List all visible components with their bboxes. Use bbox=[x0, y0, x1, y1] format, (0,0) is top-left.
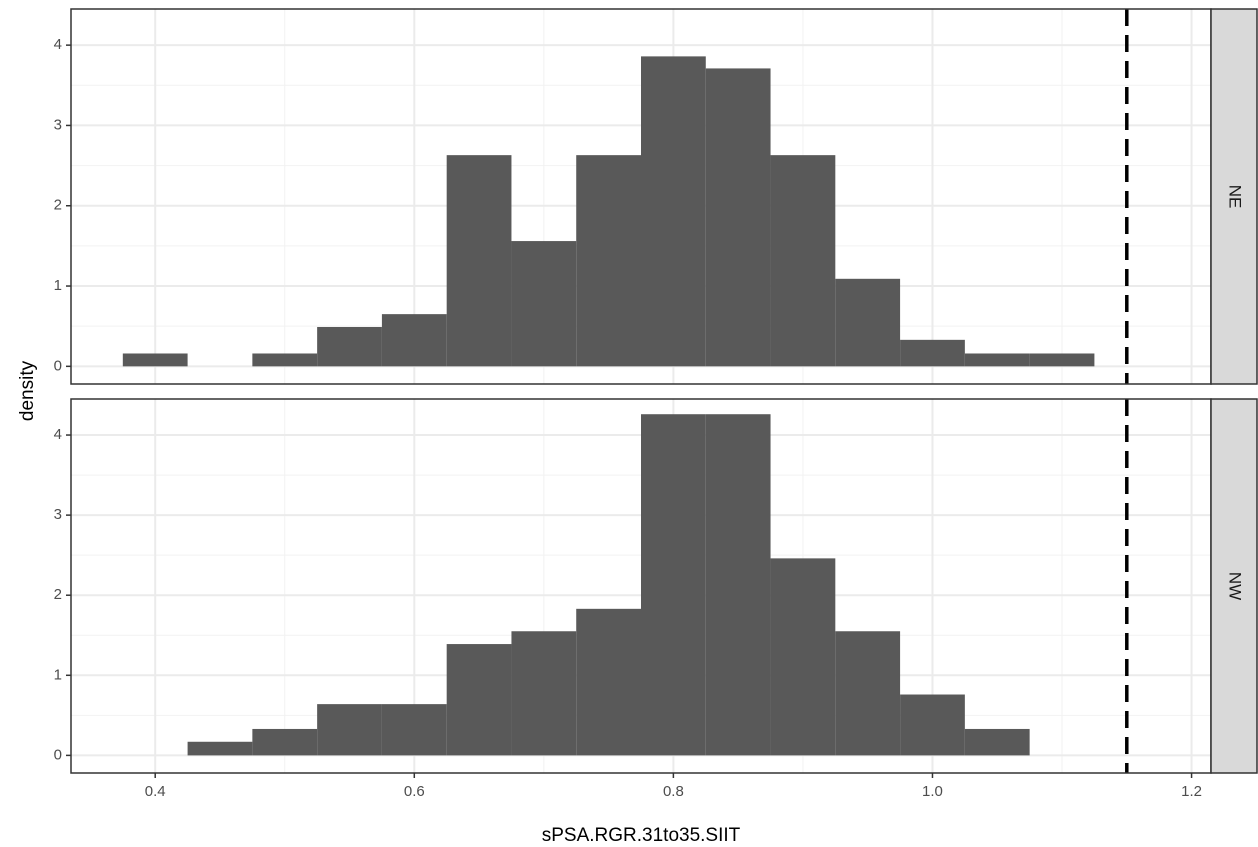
histogram-bar bbox=[511, 241, 577, 367]
x-axis-title: sPSA.RGR.31to35.SIIT bbox=[542, 825, 741, 846]
facet-strip-label: NE bbox=[1226, 185, 1245, 209]
facet-panel-nw: NW 0 1 2 3 4 bbox=[54, 398, 1258, 774]
x-tick-label: 1.2 bbox=[1181, 783, 1202, 800]
y-tick-label: 3 bbox=[54, 506, 62, 523]
histogram-bar bbox=[187, 741, 253, 756]
x-tick-label: 1.0 bbox=[922, 783, 943, 800]
histogram-bar bbox=[770, 558, 836, 756]
histogram-bar bbox=[576, 608, 641, 756]
histogram-bar bbox=[641, 414, 706, 756]
histogram-bar bbox=[835, 631, 901, 756]
histogram-bar bbox=[511, 631, 577, 756]
x-axis: 0.4 0.6 0.8 1.0 1.2 bbox=[145, 773, 1202, 800]
histogram-bar bbox=[964, 728, 1030, 756]
histogram-bar bbox=[835, 278, 901, 367]
facet-panel-ne: NE 0 1 2 3 4 bbox=[54, 8, 1258, 385]
histogram-bar bbox=[964, 353, 1030, 367]
x-tick-label: 0.8 bbox=[663, 783, 684, 800]
histogram-bar bbox=[641, 56, 706, 367]
y-tick-label: 3 bbox=[54, 116, 62, 133]
y-tick-label: 2 bbox=[54, 586, 62, 603]
histogram-bar bbox=[317, 326, 382, 367]
x-tick-label: 0.6 bbox=[404, 783, 425, 800]
histogram-bar bbox=[446, 155, 512, 367]
facet-strip bbox=[1210, 8, 1258, 385]
x-tick-label: 0.4 bbox=[145, 783, 166, 800]
y-tick-label: 2 bbox=[54, 197, 62, 214]
histogram-bar bbox=[317, 704, 382, 756]
y-tick-label: 0 bbox=[54, 357, 62, 374]
y-tick-label: 4 bbox=[54, 36, 62, 53]
histogram-bar bbox=[705, 414, 771, 756]
histogram-bar bbox=[576, 155, 641, 367]
y-tick-label: 0 bbox=[54, 746, 62, 763]
histogram-bar bbox=[446, 644, 512, 756]
y-axis-title: density bbox=[17, 360, 38, 421]
facet-strip bbox=[1210, 398, 1258, 774]
histogram-bar bbox=[900, 694, 965, 756]
histogram-bar bbox=[381, 314, 447, 367]
histogram-bar bbox=[1029, 353, 1095, 367]
histogram-bar bbox=[381, 704, 447, 756]
histogram-bar bbox=[252, 728, 318, 756]
facet-strip-label: NW bbox=[1226, 572, 1245, 600]
histogram-bar bbox=[900, 339, 965, 367]
histogram-bar bbox=[252, 353, 318, 367]
facet-panels: NE 0 1 2 3 4 NW 0 1 2 3 4 bbox=[54, 8, 1258, 774]
y-tick-label: 1 bbox=[54, 277, 62, 294]
histogram-bar bbox=[122, 353, 188, 367]
y-tick-label: 1 bbox=[54, 666, 62, 683]
y-tick-label: 4 bbox=[54, 426, 62, 443]
histogram-bar bbox=[705, 68, 771, 367]
histogram-bar bbox=[770, 155, 836, 367]
